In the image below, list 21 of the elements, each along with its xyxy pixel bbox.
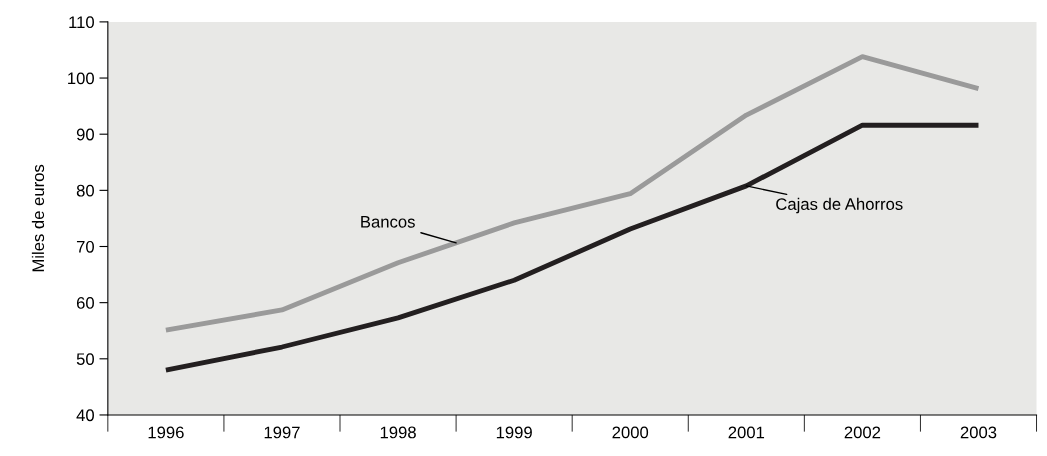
x-tick-label: 2003 xyxy=(960,426,997,439)
y-tick-label: 40 xyxy=(76,409,94,422)
x-tick-label: 1997 xyxy=(264,426,300,439)
y-axis-title: Miles de euros xyxy=(31,164,45,272)
series-label: Cajas de Ahorros xyxy=(776,197,903,214)
x-tick-label: 2000 xyxy=(612,426,649,439)
x-tick-label: 1999 xyxy=(496,426,532,439)
line-series xyxy=(163,54,981,333)
series-label: Bancos xyxy=(361,216,415,228)
y-tick-label: 50 xyxy=(76,353,94,366)
x-tick-label: 2002 xyxy=(844,426,881,439)
line-series xyxy=(163,122,981,373)
y-tick-label: 100 xyxy=(68,72,94,85)
x-tick-label: 2001 xyxy=(728,426,765,439)
x-tick-label: 1996 xyxy=(148,426,184,439)
y-tick-label: 70 xyxy=(76,240,94,253)
y-tick-label: 110 xyxy=(69,16,94,29)
y-tick-label: 90 xyxy=(76,128,94,141)
x-tick-label: 1998 xyxy=(380,426,416,439)
y-tick-label: 60 xyxy=(76,297,94,309)
y-tick-label: 80 xyxy=(76,184,94,197)
